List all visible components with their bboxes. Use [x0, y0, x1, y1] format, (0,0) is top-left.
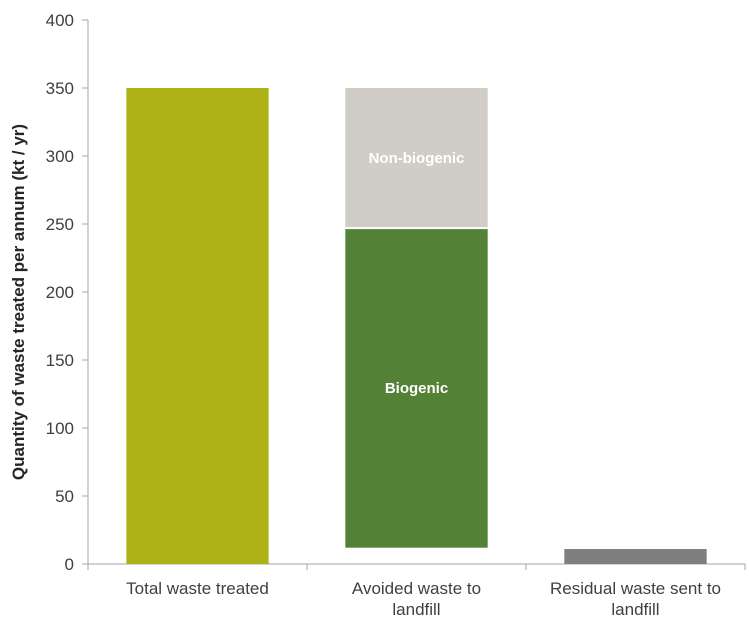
- bar-segment: [126, 88, 269, 564]
- y-tick-label: 50: [55, 487, 74, 506]
- y-axis-title: Quantity of waste treated per annum (kt …: [9, 124, 28, 480]
- y-tick-label: 350: [46, 79, 74, 98]
- x-category-label: Total waste treated: [126, 579, 269, 598]
- y-tick-label: 200: [46, 283, 74, 302]
- bar-segment: [564, 549, 707, 564]
- y-axis-title-group: Quantity of waste treated per annum (kt …: [9, 124, 28, 480]
- y-ticks: 0 50 100 150 200 250 300 350 400: [46, 11, 746, 574]
- x-category-label: Avoided waste to landfill: [352, 579, 481, 619]
- x-category-label-line: Total waste treated: [126, 579, 269, 598]
- segment-label: Biogenic: [385, 380, 448, 397]
- y-tick-label: 300: [46, 147, 74, 166]
- y-tick-label: 250: [46, 215, 74, 234]
- y-tick-label: 0: [65, 555, 74, 574]
- x-category-label-line: landfill: [611, 600, 659, 619]
- bars: [126, 88, 707, 564]
- x-category-label-line: landfill: [392, 600, 440, 619]
- x-category-label-line: Avoided waste to: [352, 579, 481, 598]
- bar-segment: [345, 228, 488, 548]
- y-tick-label: 400: [46, 11, 74, 30]
- y-tick-label: 150: [46, 351, 74, 370]
- bar-segment: [345, 88, 488, 229]
- segment-label: Non-biogenic: [369, 150, 465, 167]
- x-category-label-line: Residual waste sent to: [550, 579, 721, 598]
- y-tick-label: 100: [46, 419, 74, 438]
- x-category-labels: Total waste treated Avoided waste to landf…: [126, 579, 721, 619]
- segment-labels: Biogenic Non-biogenic: [369, 150, 465, 397]
- x-category-label: Residual waste sent to landfill: [550, 579, 721, 619]
